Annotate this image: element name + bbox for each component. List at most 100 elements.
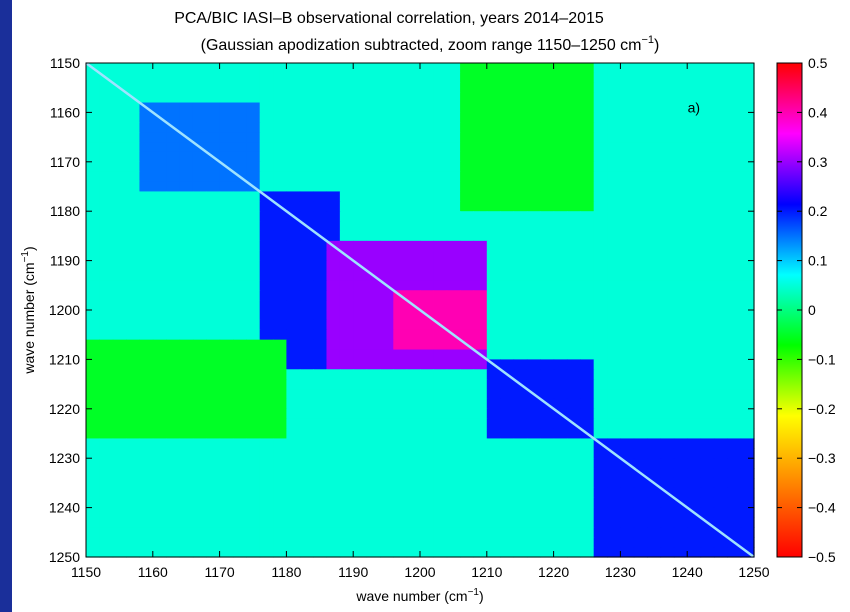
heatmap-cell: [420, 280, 434, 291]
heatmap-cell: [366, 171, 381, 183]
heatmap-cell: [433, 389, 448, 400]
heatmap-cell: [580, 161, 595, 173]
heatmap-cell: [219, 201, 234, 212]
heatmap-cell: [192, 72, 207, 84]
heatmap-cell: [660, 349, 675, 360]
heatmap-cell: [566, 487, 581, 499]
heatmap-cell: [727, 270, 742, 281]
heatmap-cell: [607, 517, 621, 528]
heatmap-cell: [353, 151, 368, 163]
heatmap-cell: [433, 230, 448, 242]
heatmap-cell: [86, 230, 100, 242]
heatmap-cell: [206, 418, 221, 430]
heatmap-cell: [486, 319, 501, 331]
heatmap-cell: [580, 448, 595, 459]
heatmap-cell: [580, 221, 595, 232]
heatmap-cell: [673, 191, 688, 202]
heatmap-cell: [673, 517, 688, 528]
heatmap-cell: [259, 349, 274, 360]
heatmap-cell: [473, 240, 488, 252]
heatmap-cell: [593, 151, 608, 163]
heatmap-cell: [273, 280, 287, 291]
heatmap-cell: [219, 171, 234, 183]
colorbar-tick-label: −0.5: [808, 549, 836, 565]
heatmap-cell: [633, 438, 648, 449]
heatmap-cell: [99, 221, 114, 232]
colorbar-tick-label: 0.1: [808, 253, 828, 269]
heatmap-cell: [620, 349, 635, 360]
heatmap-cell: [433, 260, 448, 272]
heatmap-cell: [313, 477, 328, 489]
heatmap-cell: [232, 201, 247, 212]
heatmap-cell: [740, 161, 755, 173]
heatmap-cell: [566, 329, 581, 341]
heatmap-cell: [152, 122, 167, 133]
heatmap-cell: [246, 408, 261, 420]
heatmap-cell: [139, 181, 154, 193]
heatmap-cell: [727, 92, 742, 104]
heatmap-cell: [126, 250, 141, 262]
heatmap-cell: [713, 547, 728, 558]
heatmap-cell: [259, 319, 274, 331]
heatmap-cell: [179, 300, 194, 311]
heatmap-cell: [99, 408, 114, 420]
heatmap-cell: [513, 458, 528, 469]
heatmap-cell: [433, 82, 448, 94]
heatmap-cell: [126, 82, 141, 94]
heatmap-cell: [486, 487, 501, 499]
heatmap-cell: [513, 221, 528, 232]
heatmap-cell: [700, 428, 715, 440]
heatmap-cell: [700, 151, 715, 163]
heatmap-cell: [219, 82, 234, 94]
heatmap-cell: [700, 72, 715, 84]
heatmap-cell: [313, 270, 328, 281]
heatmap-cell: [246, 221, 261, 232]
heatmap-cell: [660, 418, 675, 430]
heatmap-cell: [526, 300, 541, 311]
heatmap-cell: [259, 517, 274, 528]
heatmap-cell: [299, 102, 314, 113]
heatmap-cell: [219, 487, 234, 499]
x-tick-label: 1250: [738, 564, 769, 580]
heatmap-cell: [286, 310, 301, 321]
heatmap-cell: [580, 379, 595, 390]
heatmap-cell: [420, 477, 434, 489]
heatmap-cell: [166, 132, 181, 143]
heatmap-cell: [540, 280, 555, 291]
heatmap-cell: [379, 63, 394, 74]
heatmap-cell: [540, 458, 555, 469]
heatmap-cell: [420, 300, 434, 311]
heatmap-cell: [486, 438, 501, 449]
heatmap-cell: [99, 379, 114, 390]
heatmap-cell: [460, 201, 475, 212]
heatmap-cell: [166, 369, 181, 380]
heatmap-cell: [660, 527, 675, 538]
heatmap-cell: [379, 547, 394, 558]
heatmap-cell: [299, 191, 314, 202]
heatmap-cell: [232, 72, 247, 84]
heatmap-cell: [206, 398, 221, 410]
heatmap-cell: [687, 497, 702, 509]
heatmap-cell: [246, 240, 261, 252]
heatmap-cell: [406, 517, 421, 528]
heatmap-cell: [139, 92, 154, 104]
heatmap-cell: [259, 477, 274, 489]
heatmap-cell: [259, 82, 274, 94]
heatmap-cell: [673, 487, 688, 499]
heatmap-cell: [166, 329, 181, 341]
heatmap-cell: [540, 161, 555, 173]
heatmap-cell: [299, 428, 314, 440]
heatmap-cell: [219, 72, 234, 84]
heatmap-cell: [366, 497, 381, 509]
heatmap-cell: [393, 398, 408, 410]
heatmap-cell: [513, 497, 528, 509]
heatmap-cell: [86, 102, 100, 113]
heatmap-cell: [687, 221, 702, 232]
heatmap-cell: [593, 418, 608, 430]
heatmap-cell: [553, 310, 568, 321]
colorbar-tick-label: 0.2: [808, 203, 828, 219]
heatmap-cell: [647, 319, 662, 331]
heatmap-cell: [353, 290, 368, 301]
heatmap-cell: [580, 92, 595, 104]
heatmap-cell: [86, 389, 100, 400]
